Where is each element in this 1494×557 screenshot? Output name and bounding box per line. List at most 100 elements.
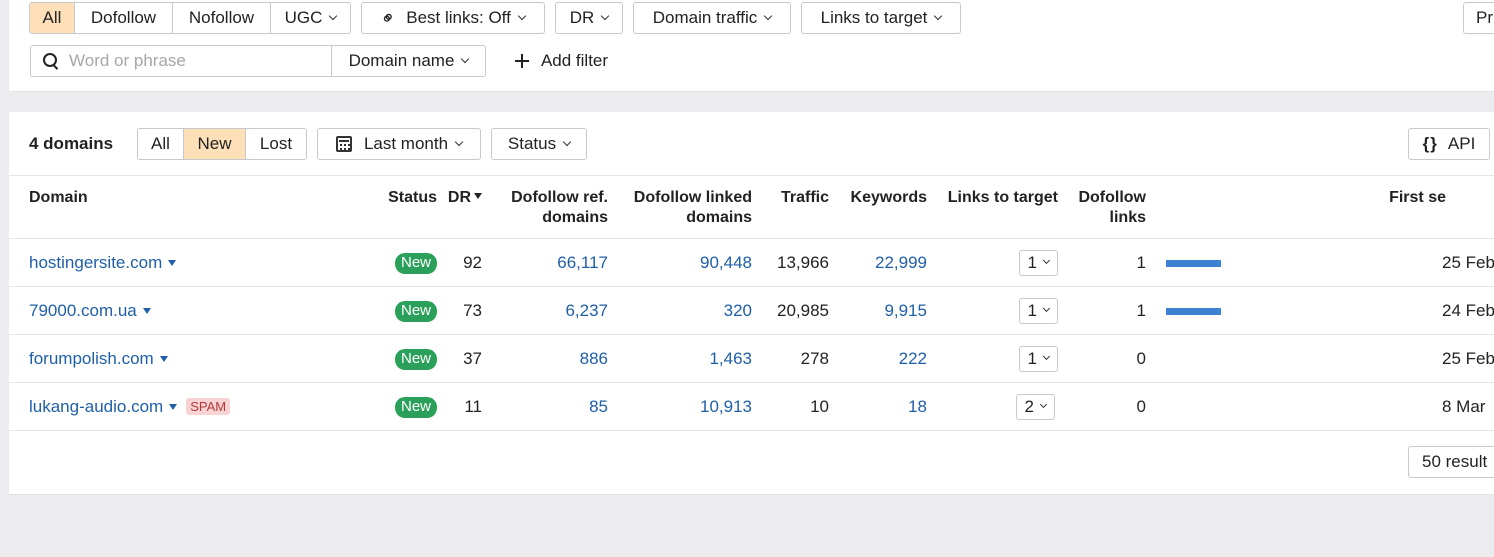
link-type-all[interactable]: All	[30, 3, 75, 33]
keywords-link[interactable]: 222	[898, 348, 927, 368]
col-dofollow-links[interactable]: Dofollow links	[1058, 175, 1146, 239]
dofollow-links-cell: 1	[1058, 286, 1146, 335]
status-cell: New	[370, 382, 437, 431]
links-to-target-select[interactable]: 1	[1018, 345, 1058, 372]
col-keywords[interactable]: Keywords	[829, 175, 927, 239]
col-first-seen[interactable]: First se	[1146, 175, 1446, 239]
ref-domains-link[interactable]: 66,117	[557, 252, 608, 272]
caret-down-icon[interactable]	[169, 403, 178, 410]
col-dofollow-linked-domains[interactable]: Dofollow linked domains	[608, 175, 752, 239]
linked-domains-cell: 10,913	[608, 382, 752, 431]
linked-domains-cell: 1,463	[608, 334, 752, 383]
domains-table: Domain Status DR Dofollow ref. domains Do…	[9, 175, 1494, 431]
col-dofollow-ref-domains[interactable]: Dofollow ref. domains	[482, 175, 608, 239]
ref-domains-cell: 6,237	[482, 286, 608, 335]
links-to-target-button[interactable]: Links to target	[801, 2, 961, 34]
links-count: 2	[1024, 396, 1034, 416]
traffic-cell: 10	[752, 382, 829, 431]
domain-link[interactable]: lukang-audio.com	[29, 396, 164, 416]
domain-name-label: Domain name	[348, 51, 455, 70]
search-input[interactable]	[69, 51, 309, 71]
col-dofollow-line1: Dofollow	[1078, 189, 1146, 206]
chevron-down-icon	[329, 11, 338, 21]
first-seen: 25 Feb	[1442, 348, 1494, 368]
chevron-down-icon	[461, 54, 470, 64]
ugc-label: UGC	[284, 8, 323, 27]
keywords-link[interactable]: 22,999	[875, 252, 927, 272]
ref-domains-cell: 66,117	[482, 238, 608, 287]
link-type-dofollow[interactable]: Dofollow	[75, 3, 173, 33]
caret-down-icon[interactable]	[168, 259, 177, 266]
calendar-icon	[335, 136, 352, 152]
links-to-target-select[interactable]: 2	[1015, 393, 1055, 420]
ref-domains-link[interactable]: 886	[579, 348, 608, 368]
linked-domains-link[interactable]: 320	[723, 300, 752, 320]
tab-all[interactable]: All	[138, 129, 184, 159]
status-filter-button[interactable]: Status	[491, 128, 587, 160]
links-count: 1	[1027, 252, 1037, 272]
tab-new[interactable]: New	[184, 129, 246, 159]
dofollow-links-cell: 0	[1058, 382, 1146, 431]
status-badge: New	[394, 396, 437, 418]
caret-down-icon[interactable]	[159, 355, 168, 362]
linked-domains-link[interactable]: 10,913	[700, 396, 752, 416]
caret-down-icon[interactable]	[142, 307, 151, 314]
traffic-cell: 13,966	[752, 238, 829, 287]
results-card: 4 domains All New Lost Last month Status…	[9, 112, 1494, 495]
right-cut-button[interactable]: Pr	[1463, 2, 1494, 34]
chevron-down-icon	[1042, 352, 1051, 361]
table-row: lukang-audio.com SPAM New 11 85 10,913 10…	[9, 382, 1494, 431]
dr-cell: 11	[437, 382, 482, 431]
col-status[interactable]: Status	[370, 175, 437, 239]
link-type-nofollow[interactable]: Nofollow	[173, 3, 271, 33]
links-to-target-cell: 1	[927, 286, 1058, 335]
add-filter-button[interactable]: Add filter	[499, 45, 624, 77]
results-per-page-select[interactable]: 50 result	[1408, 446, 1494, 478]
domain-cell: lukang-audio.com SPAM	[29, 382, 370, 431]
col-traffic[interactable]: Traffic	[752, 175, 829, 239]
chevron-down-icon	[1042, 304, 1051, 313]
period-button[interactable]: Last month	[317, 128, 481, 160]
search-icon	[43, 53, 59, 69]
domain-traffic-button[interactable]: Domain traffic	[633, 2, 791, 34]
filters-card: All Dofollow Nofollow UGC ⚭ Best links: O…	[9, 0, 1494, 92]
dofollow-links-cell: 0	[1058, 334, 1146, 383]
domain-cell: 79000.com.ua	[29, 286, 370, 335]
traffic-cell: 20,985	[752, 286, 829, 335]
bar-cell: 8 Mar	[1146, 382, 1485, 431]
link-type-ugc[interactable]: UGC	[271, 3, 350, 33]
domain-link[interactable]: 79000.com.ua	[29, 300, 137, 320]
dr-cell: 73	[437, 286, 482, 335]
table-header-row: Domain Status DR Dofollow ref. domains Do…	[9, 175, 1494, 239]
col-dr[interactable]: DR	[437, 175, 482, 239]
first-seen: 25 Feb	[1442, 252, 1494, 272]
best-links-button[interactable]: ⚭ Best links: Off	[361, 2, 545, 34]
links-to-target-label: Links to target	[820, 8, 928, 27]
tab-lost[interactable]: Lost	[259, 134, 293, 153]
links-count: 1	[1027, 348, 1037, 368]
keywords-link[interactable]: 9,915	[884, 300, 927, 320]
keywords-cell: 222	[829, 334, 927, 383]
chevron-down-icon	[1039, 400, 1048, 409]
table-row: hostingersite.com New 92 66,117 90,448 1…	[9, 238, 1494, 287]
domain-link[interactable]: forumpolish.com	[29, 348, 154, 368]
api-button[interactable]: {} API	[1408, 128, 1490, 160]
links-to-target-select[interactable]: 1	[1018, 297, 1058, 324]
link-type-segment: All Dofollow Nofollow UGC	[29, 2, 351, 34]
ref-domains-link[interactable]: 6,237	[565, 300, 608, 320]
status-badge: New	[394, 348, 437, 370]
domain-link[interactable]: hostingersite.com	[29, 252, 163, 272]
domain-cell: hostingersite.com	[29, 238, 370, 287]
col-dr-label: DR	[447, 189, 471, 206]
keywords-link[interactable]: 18	[908, 396, 927, 416]
linked-domains-link[interactable]: 1,463	[709, 348, 752, 368]
ref-domains-link[interactable]: 85	[589, 396, 608, 416]
chevron-down-icon	[764, 11, 773, 21]
ref-domains-cell: 85	[482, 382, 608, 431]
col-domain[interactable]: Domain	[29, 175, 370, 239]
linked-domains-link[interactable]: 90,448	[700, 252, 752, 272]
col-links-to-target[interactable]: Links to target	[927, 175, 1058, 239]
links-to-target-select[interactable]: 1	[1018, 249, 1058, 276]
dr-filter-button[interactable]: DR	[555, 2, 623, 34]
domain-name-select[interactable]: Domain name	[331, 45, 486, 77]
